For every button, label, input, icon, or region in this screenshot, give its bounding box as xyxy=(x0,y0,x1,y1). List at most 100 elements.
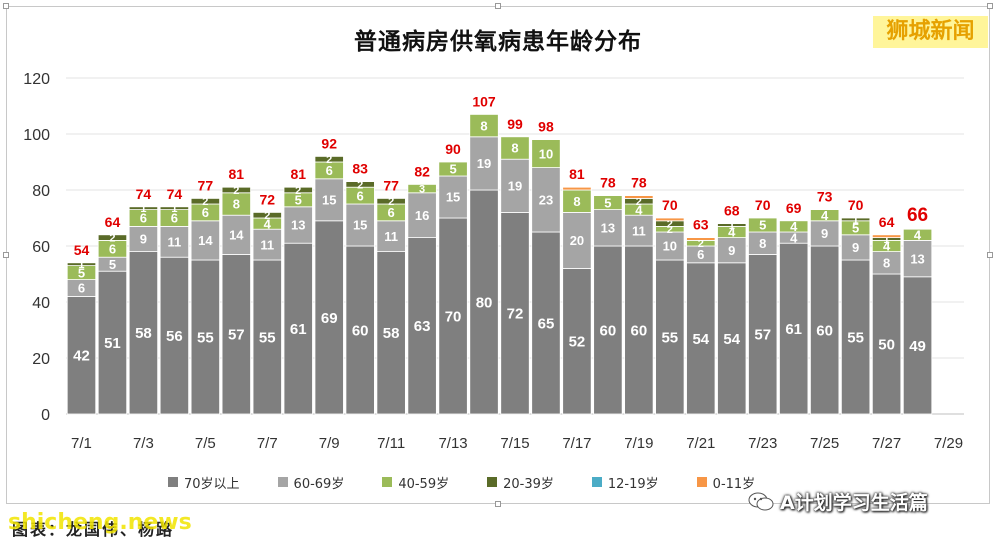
data-label: 15 xyxy=(446,190,460,205)
x-tick-label: 7/17 xyxy=(562,435,591,452)
segment-70plus xyxy=(252,259,282,415)
data-label: 72 xyxy=(507,306,524,323)
segment-20-39 xyxy=(283,186,313,194)
data-label: 2 xyxy=(636,196,642,208)
total-label: 81 xyxy=(569,166,585,182)
segment-60-69 xyxy=(624,214,654,247)
legend-label: 40-59岁 xyxy=(398,476,450,492)
segment-70plus xyxy=(686,262,716,415)
data-label: 57 xyxy=(754,327,771,344)
resize-handle[interactable] xyxy=(987,252,993,258)
segment-0-11 xyxy=(871,234,902,239)
segment-60-69 xyxy=(314,178,344,222)
segment-20-39 xyxy=(314,155,344,163)
data-label: 42 xyxy=(73,348,90,365)
legend-swatch xyxy=(168,477,178,487)
data-label: 4 xyxy=(790,219,798,234)
data-label: 1 xyxy=(884,234,890,246)
segment-20-39 xyxy=(345,181,375,188)
total-label: 77 xyxy=(198,177,214,193)
segment-70plus xyxy=(128,251,159,415)
x-tick-label: 7/27 xyxy=(872,435,901,452)
segment-70plus xyxy=(159,256,190,415)
data-label: 2 xyxy=(698,238,704,250)
data-label: 55 xyxy=(197,329,214,346)
segment-70plus xyxy=(469,189,499,415)
data-label: 4 xyxy=(790,230,798,245)
total-label: 99 xyxy=(507,116,523,132)
data-label: 15 xyxy=(353,218,367,233)
segment-70plus xyxy=(562,267,592,415)
x-tick-label: 7/11 xyxy=(377,435,405,452)
total-label: 69 xyxy=(786,200,802,216)
resize-handle[interactable] xyxy=(3,3,9,9)
segment-20-39 xyxy=(717,223,747,227)
data-label: 13 xyxy=(601,220,615,235)
data-label: 3 xyxy=(419,184,425,196)
legend-item: 0-11岁 xyxy=(696,472,755,492)
segment-20-39 xyxy=(159,206,190,211)
data-label: 20 xyxy=(570,233,584,248)
data-label: 70 xyxy=(445,308,462,325)
data-label: 8 xyxy=(573,194,580,209)
data-label: 2 xyxy=(388,196,394,208)
total-label: 63 xyxy=(693,217,709,233)
resize-handle[interactable] xyxy=(3,252,9,258)
resize-handle[interactable] xyxy=(495,501,501,507)
total-label: 78 xyxy=(600,175,616,191)
data-label: 51 xyxy=(104,335,121,352)
segment-60-69 xyxy=(500,158,530,213)
data-label: 2 xyxy=(109,233,115,245)
total-label: 92 xyxy=(321,135,337,151)
x-tick-label: 7/13 xyxy=(438,435,467,452)
segment-60-69 xyxy=(128,225,159,252)
data-label: 9 xyxy=(821,226,828,241)
segment-70plus xyxy=(717,262,747,415)
y-tick-label: 20 xyxy=(32,351,50,368)
x-tick-label: 7/15 xyxy=(500,435,529,452)
data-label: 49 xyxy=(909,338,926,355)
segment-40-59 xyxy=(500,136,530,160)
data-label: 6 xyxy=(326,163,333,178)
segment-40-59 xyxy=(748,217,778,233)
data-label: 10 xyxy=(663,239,677,254)
segment-70plus xyxy=(407,237,437,415)
data-label: 8 xyxy=(480,118,487,133)
data-label: 63 xyxy=(414,318,431,335)
data-label: 58 xyxy=(135,325,152,342)
data-label: 1 xyxy=(853,214,859,226)
segment-40-59 xyxy=(902,228,933,241)
legend-item: 60-69岁 xyxy=(277,472,345,492)
data-label: 60 xyxy=(352,322,369,339)
legend-label: 60-69岁 xyxy=(293,476,345,492)
data-label: 6 xyxy=(202,205,209,220)
data-label: 5 xyxy=(604,195,611,210)
data-label: 54 xyxy=(723,331,740,348)
total-label: 64 xyxy=(105,214,121,230)
data-label: 56 xyxy=(166,328,183,345)
total-label: 70 xyxy=(848,197,864,213)
segment-20-39 xyxy=(66,262,97,266)
resize-handle[interactable] xyxy=(987,3,993,9)
data-label: 65 xyxy=(538,315,555,332)
resize-handle[interactable] xyxy=(495,3,501,9)
data-label: 6 xyxy=(388,205,395,220)
data-label: 5 xyxy=(449,162,456,177)
x-tick-label: 7/23 xyxy=(748,435,777,452)
segment-60-69 xyxy=(190,220,220,261)
segment-70plus xyxy=(655,259,685,415)
x-tick-label: 7/29 xyxy=(934,435,963,452)
segment-70plus xyxy=(593,245,623,415)
x-tick-label: 7/19 xyxy=(624,435,653,452)
watermark-logo: 狮城新闻 xyxy=(873,16,988,48)
segment-70plus xyxy=(190,259,220,415)
segment-70plus xyxy=(283,242,313,415)
total-label: 70 xyxy=(662,197,678,213)
data-label: 6 xyxy=(78,281,85,296)
data-label: 4 xyxy=(264,216,272,231)
data-label: 54 xyxy=(692,331,709,348)
segment-20-39 xyxy=(221,186,251,194)
data-label: 13 xyxy=(910,251,924,266)
data-label: 2 xyxy=(202,196,208,208)
legend-label: 70岁以上 xyxy=(184,476,240,492)
